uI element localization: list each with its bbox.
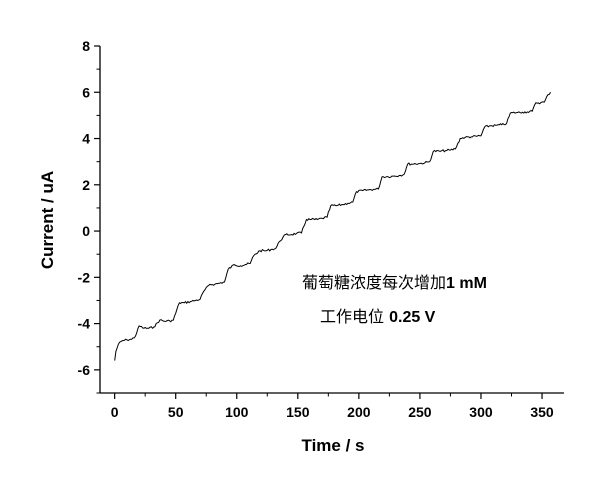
plot-frame	[99, 46, 564, 394]
annotation-concentration: 葡萄糖浓度每次增加1 mM	[302, 273, 487, 292]
annotation-potential: 工作电位 0.25 V	[320, 307, 436, 326]
y-tick-label: 4	[82, 131, 90, 147]
current-trace	[114, 92, 552, 361]
y-tick-label: 2	[82, 177, 90, 193]
axis-ticks	[94, 45, 543, 399]
annotation-potential-value: 0.25 V	[389, 309, 436, 326]
y-tick-label: -6	[78, 362, 91, 378]
y-tick-label: 0	[82, 223, 90, 239]
x-tick-label: 300	[469, 404, 493, 420]
y-tick-label: -4	[78, 316, 91, 332]
x-tick-label: 350	[530, 404, 554, 420]
x-tick-label: 50	[168, 404, 184, 420]
x-tick-label: 100	[225, 404, 249, 420]
x-tick-label: 250	[408, 404, 432, 420]
x-tick-label: 150	[286, 404, 310, 420]
y-tick-label: 8	[82, 38, 90, 54]
annotation-concentration-value: 1 mM	[446, 275, 487, 292]
x-tick-label: 200	[347, 404, 371, 420]
tick-labels: 0 50 100 150 200 250 300 350 -6 -4 -2 0 2 4 6 8	[78, 38, 554, 420]
x-tick-label: 0	[111, 404, 119, 420]
y-axis-title: Current / uA	[38, 171, 57, 269]
x-axis-title: Time / s	[302, 436, 365, 455]
y-tick-label: -2	[78, 269, 91, 285]
y-tick-label: 6	[82, 84, 90, 100]
